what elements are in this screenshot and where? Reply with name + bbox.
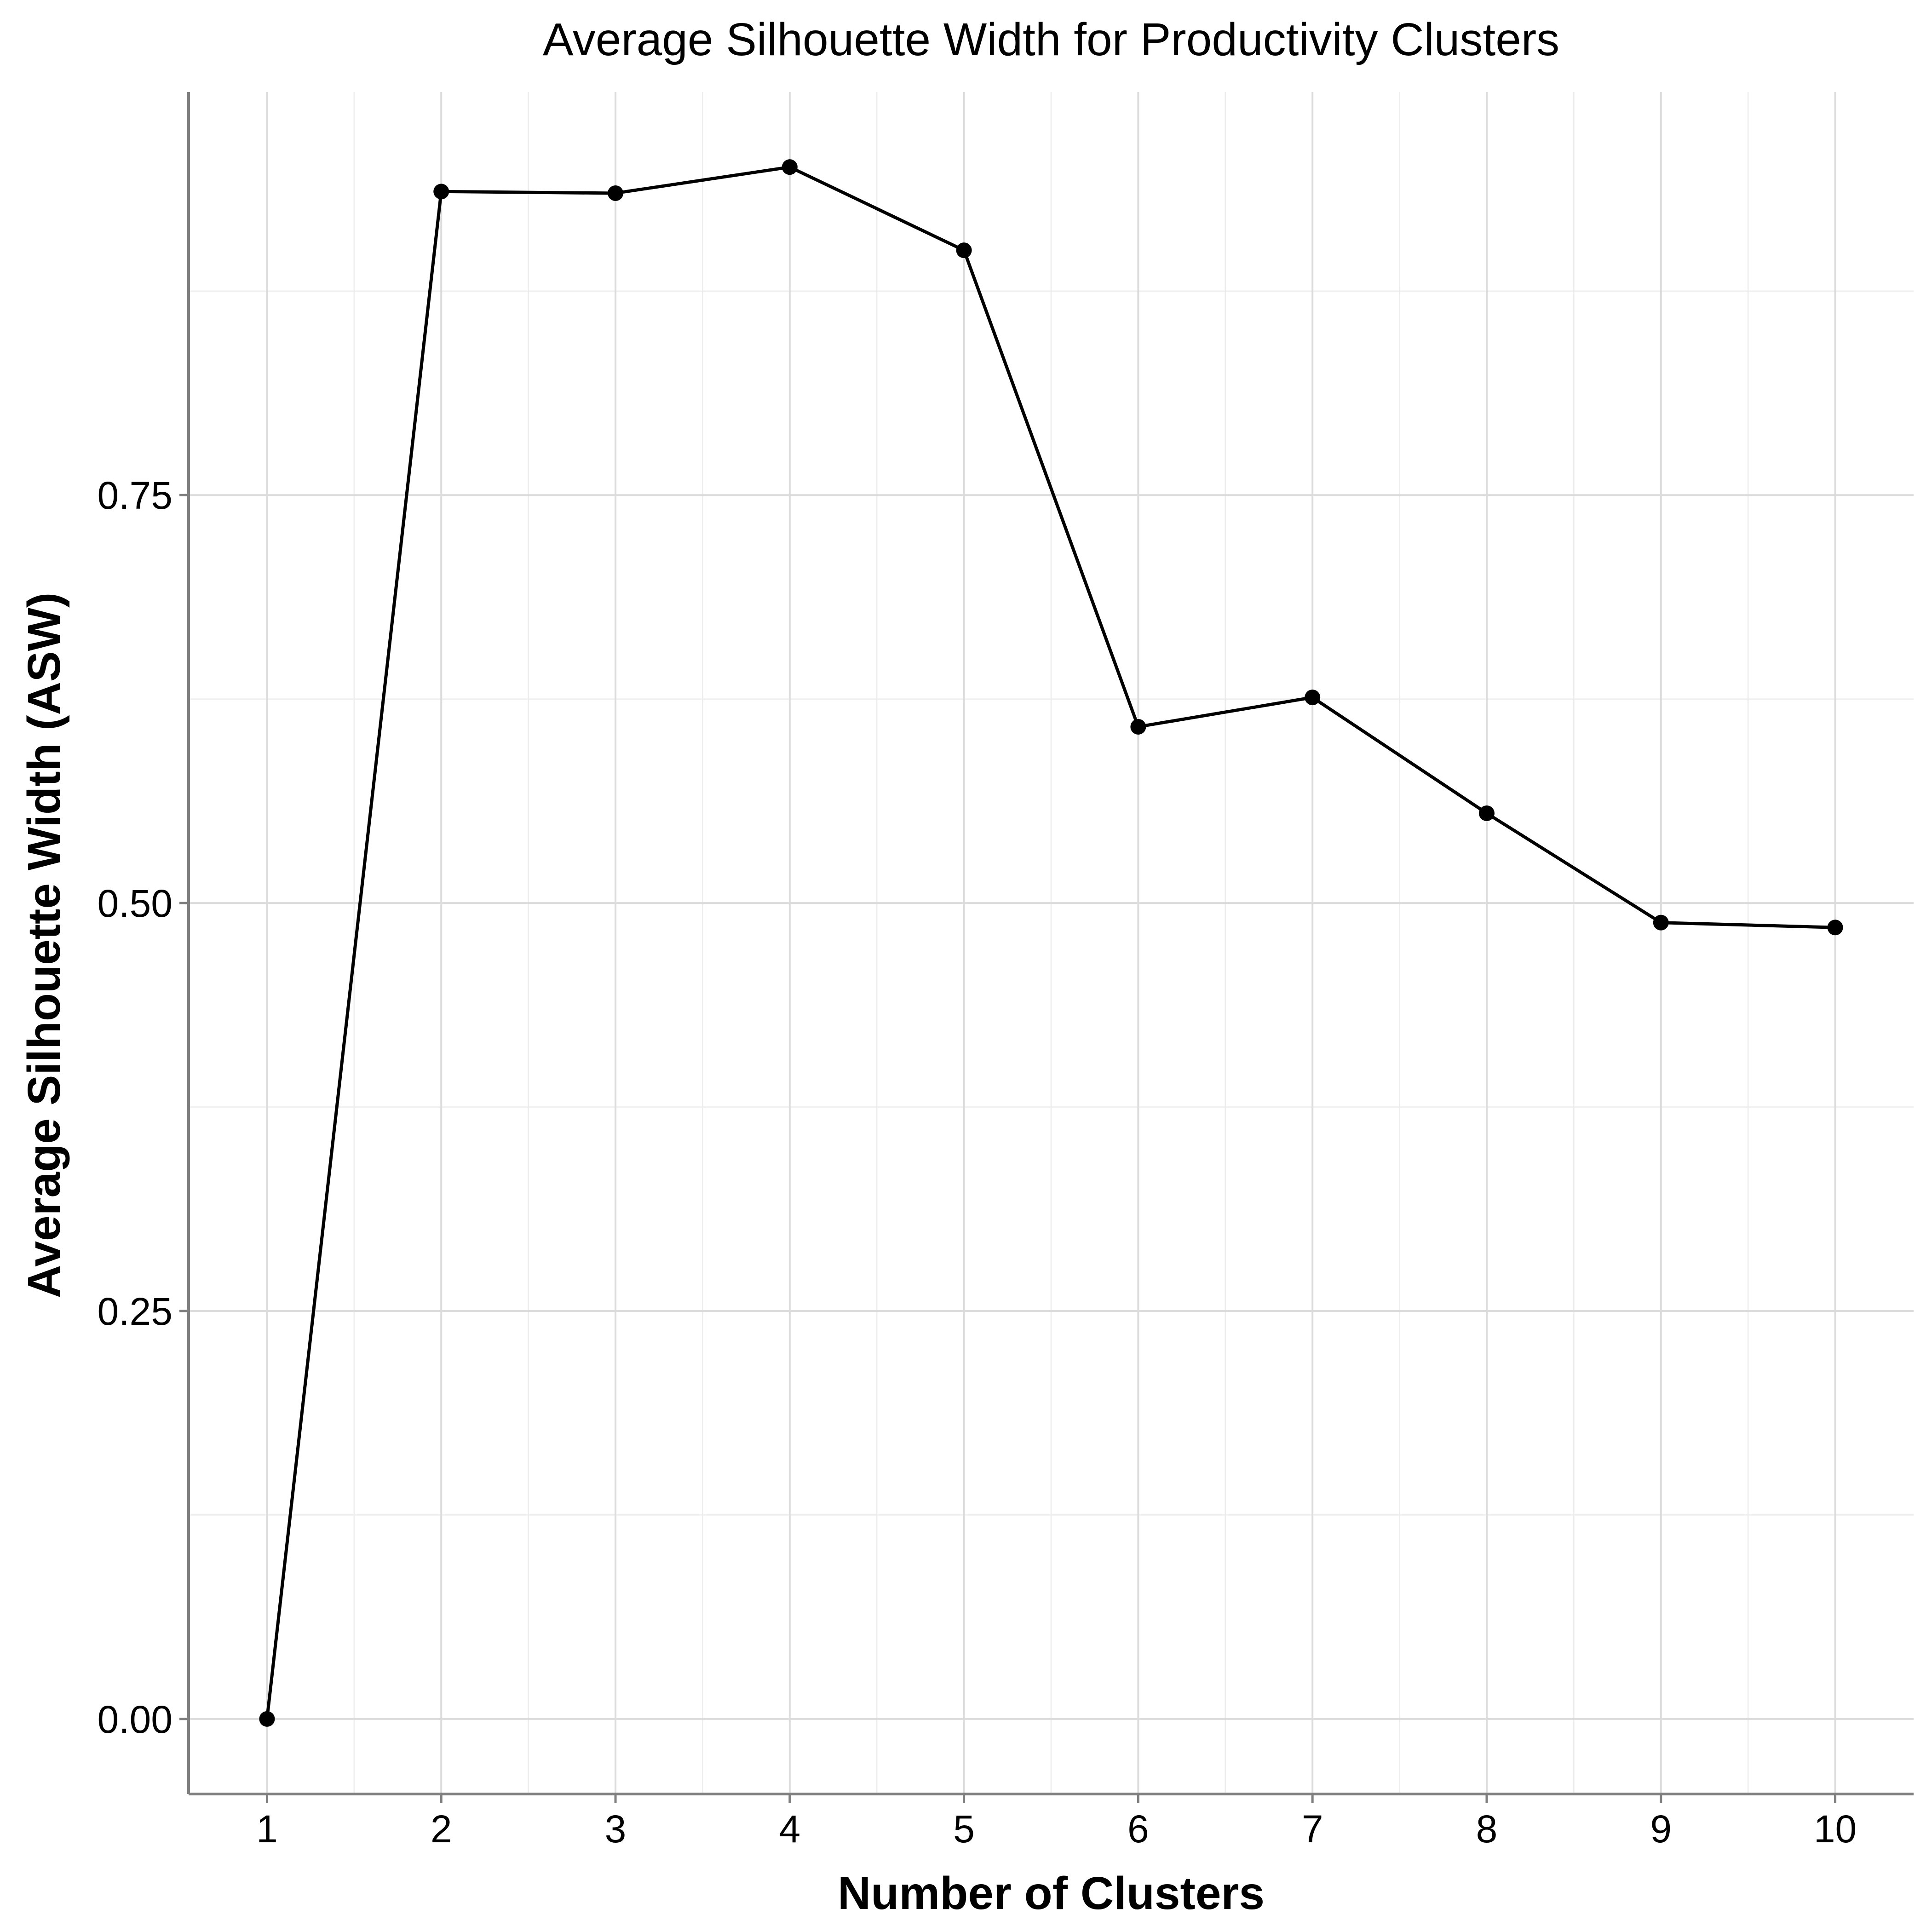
x-tick-label: 4 — [779, 1807, 800, 1851]
data-point — [782, 159, 798, 175]
y-tick-label: 0.25 — [98, 1290, 173, 1333]
labels-layer: 1 2 3 4 5 6 7 8 9 10 0.00 0.25 0.50 0.75 — [98, 474, 1857, 1851]
data-point — [956, 242, 972, 259]
series-layer — [259, 159, 1843, 1727]
data-point — [1827, 920, 1843, 936]
y-tick-label: 0.50 — [98, 882, 173, 925]
data-point — [1478, 805, 1495, 821]
series-line — [265, 165, 1835, 1719]
y-axis-title: Average Silhouette Width (ASW) — [18, 592, 70, 1298]
y-tick-label: 0.75 — [98, 474, 173, 517]
chart-title: Average Silhouette Width for Productivit… — [543, 14, 1559, 65]
axes-layer — [179, 92, 1914, 1803]
data-point — [433, 184, 449, 200]
x-tick-label: 5 — [953, 1807, 975, 1851]
x-tick-label: 1 — [256, 1807, 278, 1851]
data-point — [1305, 690, 1321, 706]
data-point — [1653, 914, 1669, 931]
grid-layer — [189, 92, 1914, 1794]
data-point — [608, 185, 624, 201]
x-tick-label: 7 — [1302, 1807, 1323, 1851]
x-tick-label: 2 — [431, 1807, 452, 1851]
x-tick-label: 6 — [1127, 1807, 1149, 1851]
x-tick-label: 3 — [605, 1807, 627, 1851]
data-point — [1130, 719, 1146, 735]
x-tick-label: 9 — [1650, 1807, 1672, 1851]
x-tick-label: 10 — [1814, 1807, 1857, 1851]
data-point — [259, 1711, 275, 1727]
x-tick-label: 8 — [1476, 1807, 1498, 1851]
x-axis-title: Number of Clusters — [838, 1868, 1265, 1919]
y-tick-label: 0.00 — [98, 1698, 173, 1741]
